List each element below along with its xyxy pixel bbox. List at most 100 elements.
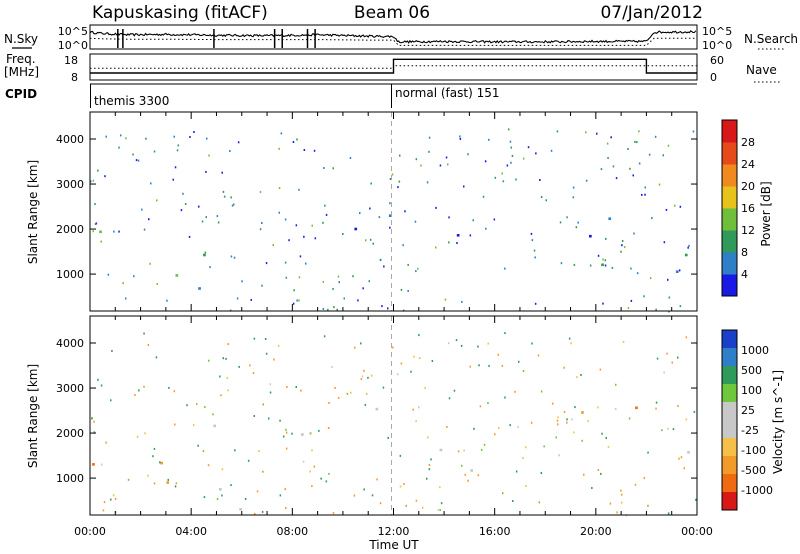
range-cell-sparse — [575, 226, 578, 229]
range-cell-sparse — [230, 255, 233, 258]
power-colorbar-swatch — [722, 164, 737, 187]
range-cell-sparse — [322, 280, 325, 283]
range-cell-sparse — [558, 454, 560, 457]
range-cell-sparse — [522, 370, 525, 372]
range-cell-sparse — [667, 427, 669, 430]
velocity-colorbar-tick: 1000 — [741, 344, 769, 357]
range-cell-sparse — [515, 178, 517, 181]
station-title: Kapuskasing (fitACF) — [92, 3, 268, 23]
range-cell-sparse — [627, 148, 629, 150]
range-cell-sparse — [473, 427, 475, 430]
sky-noise-plot — [89, 29, 697, 48]
range-cell-sparse — [332, 167, 334, 170]
range-cell-sparse — [292, 302, 295, 305]
range-cell-sparse — [585, 131, 587, 134]
range-cell-sparse — [193, 131, 195, 133]
range-cell-sparse — [487, 402, 489, 404]
range-cell-sparse — [587, 420, 589, 423]
range-cell-sparse — [418, 357, 421, 360]
freq-left-tick-bottom: 8 — [71, 71, 78, 84]
range-cell-sparse — [469, 234, 472, 237]
range-cell-sparse — [671, 361, 673, 364]
freq-label-line1: Freq. — [6, 52, 36, 66]
y-tick-label: 3000 — [56, 178, 84, 191]
range-cell-sparse — [527, 146, 530, 149]
range-cell-sparse — [337, 275, 340, 278]
range-cell-sparse — [448, 397, 451, 400]
y-tick-label: 1000 — [56, 472, 84, 485]
range-cell-sparse — [511, 154, 514, 157]
search-noise-series — [89, 37, 697, 46]
range-cell-sparse — [177, 144, 180, 147]
range-cell-sparse — [284, 218, 287, 221]
y-tick-label: 2000 — [56, 427, 84, 440]
range-cell-sparse — [649, 277, 652, 280]
range-cell-sparse — [93, 420, 95, 423]
range-cell-sparse — [352, 275, 354, 278]
range-cell-sparse — [677, 405, 679, 407]
range-cell-sparse — [534, 302, 537, 305]
range-cell-sparse — [324, 204, 326, 207]
range-cell-sparse — [155, 356, 158, 359]
range-cell-sparse — [667, 278, 669, 281]
range-cell-sparse — [173, 390, 176, 393]
range-cell-sparse — [514, 390, 516, 393]
range-cell-sparse — [138, 389, 140, 392]
velocity-colorbar-tick: 500 — [741, 364, 762, 377]
range-cell-sparse — [221, 468, 224, 471]
range-cell-sparse — [502, 492, 504, 495]
range-cell-sparse — [672, 428, 675, 431]
range-cell-sparse — [322, 307, 325, 310]
range-cell-sparse — [680, 456, 683, 459]
search-noise-label: N.Search — [744, 32, 798, 46]
range-cell-sparse — [357, 299, 359, 302]
range-cell-sparse — [229, 150, 231, 152]
range-cell-sparse — [685, 418, 688, 421]
range-cell-sparse — [92, 179, 95, 182]
power-ylabel: Slant Range [km] — [26, 160, 40, 264]
power-colorbar-tick: 20 — [741, 180, 755, 193]
range-cell-sparse — [94, 203, 96, 206]
range-cell-sparse — [666, 352, 668, 355]
range-cell-sparse — [459, 137, 462, 140]
range-cell-sparse — [94, 223, 97, 225]
range-cell-sparse — [261, 284, 263, 287]
range-cell-sparse — [507, 128, 510, 131]
range-cell-sparse — [651, 217, 653, 220]
range-cell-sparse — [667, 512, 670, 515]
range-cell-sparse — [398, 180, 401, 183]
range-cell-sparse — [457, 450, 460, 453]
range-cell-sparse — [439, 164, 442, 167]
range-cell-sparse — [254, 512, 256, 515]
range-cell-sparse — [209, 266, 211, 269]
range-cell-sparse — [354, 346, 356, 349]
power-colorbar-swatch — [722, 120, 737, 143]
range-cell-sparse — [273, 358, 275, 361]
range-cell-sparse — [125, 137, 127, 140]
range-cell-sparse — [518, 360, 520, 363]
range-cell-sparse — [399, 454, 402, 457]
range-cell-sparse — [278, 187, 281, 190]
range-cell-sparse — [95, 222, 98, 225]
range-cell-sparse — [269, 383, 272, 386]
velocity-colorbar-swatch — [722, 474, 737, 493]
range-cell-sparse — [563, 366, 565, 369]
range-cell-sparse — [196, 403, 198, 406]
range-cell-sparse — [360, 378, 363, 381]
range-cell-sparse — [311, 485, 313, 488]
range-cell-sparse — [599, 368, 602, 371]
range-cell-sparse — [314, 237, 317, 240]
range-cell-sparse — [498, 427, 500, 429]
range-cell-sparse — [383, 265, 385, 268]
range-cell-sparse — [205, 170, 207, 173]
power-colorbar-tick: 16 — [741, 202, 755, 215]
range-cell-sparse — [428, 150, 430, 153]
range-cell-sparse — [258, 450, 260, 453]
range-cell-sparse — [285, 276, 288, 279]
range-cell-sparse — [448, 241, 450, 244]
range-cell-sparse — [313, 465, 316, 468]
range-cell-sparse — [221, 494, 223, 497]
range-cell-sparse — [143, 228, 146, 231]
range-cell-sparse — [643, 476, 646, 479]
range-cell-sparse — [463, 449, 465, 452]
